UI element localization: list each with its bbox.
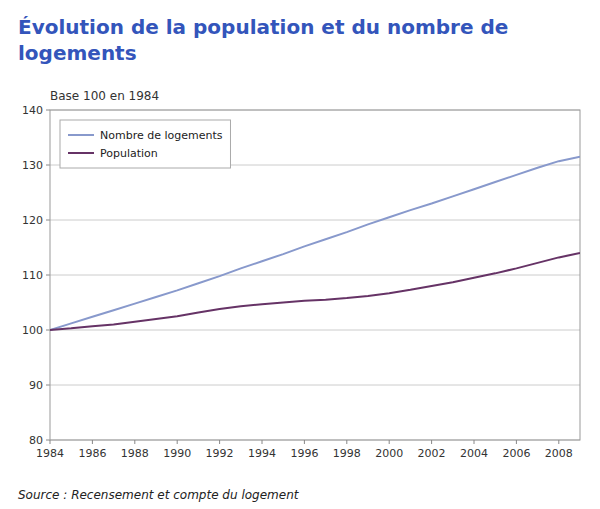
y-tick-label: 110 (22, 269, 43, 282)
x-tick-label: 1994 (248, 447, 276, 460)
x-tick-label: 2002 (418, 447, 446, 460)
x-tick (262, 440, 263, 444)
y-tick (46, 330, 50, 331)
y-tick (46, 385, 50, 386)
x-tick (431, 440, 432, 444)
series-line (50, 157, 580, 330)
x-tick-label: 1984 (36, 447, 64, 460)
x-tick (346, 440, 347, 444)
x-tick (177, 440, 178, 444)
y-tick (46, 220, 50, 221)
x-tick (389, 440, 390, 444)
series-line (50, 253, 580, 330)
x-tick (304, 440, 305, 444)
x-tick (558, 440, 559, 444)
y-tick-label: 140 (22, 104, 43, 117)
title-line: logements (18, 41, 137, 65)
y-tick (46, 165, 50, 166)
x-tick (474, 440, 475, 444)
legend-box (60, 120, 230, 168)
y-tick-label: 120 (22, 214, 43, 227)
y-tick (46, 440, 50, 441)
x-tick (516, 440, 517, 444)
y-tick-label: 80 (29, 434, 43, 447)
x-tick-label: 1986 (78, 447, 106, 460)
x-tick (50, 440, 51, 444)
plot-frame (50, 110, 580, 440)
legend-label: Population (100, 147, 158, 160)
legend-label: Nombre de logements (100, 129, 223, 142)
x-tick (134, 440, 135, 444)
x-tick-label: 1988 (121, 447, 149, 460)
x-tick-label: 2006 (502, 447, 530, 460)
y-tick-label: 100 (22, 324, 43, 337)
y-tick (46, 275, 50, 276)
x-tick (92, 440, 93, 444)
legend: Nombre de logements Population (60, 120, 230, 168)
grid (50, 110, 580, 440)
title: Évolution de la population et du nombre … (18, 15, 508, 65)
x-tick-label: 2000 (375, 447, 403, 460)
y-tick-label: 90 (29, 379, 43, 392)
x-tick-label: 1998 (333, 447, 361, 460)
source: Source : Recensement et compte du logeme… (18, 488, 300, 502)
legend-swatch (68, 152, 94, 154)
chart: Évolution de la population et du nombre … (0, 0, 600, 509)
x-tick-label: 1996 (290, 447, 318, 460)
y-tick-label: 130 (22, 159, 43, 172)
x-tick-label: 2008 (545, 447, 573, 460)
x-tick-label: 2004 (460, 447, 488, 460)
x-tick-label: 1992 (206, 447, 234, 460)
subtitle: Base 100 en 1984 (50, 89, 159, 103)
grid-line (50, 330, 580, 331)
x-tick (219, 440, 220, 444)
title-line: Évolution de la population et du nombre … (18, 15, 508, 39)
y-tick (46, 110, 50, 111)
grid-line (50, 220, 580, 221)
legend-swatch (68, 134, 94, 136)
grid-line (50, 275, 580, 276)
grid-line (50, 385, 580, 386)
x-tick-label: 1990 (163, 447, 191, 460)
series-group (50, 157, 580, 330)
